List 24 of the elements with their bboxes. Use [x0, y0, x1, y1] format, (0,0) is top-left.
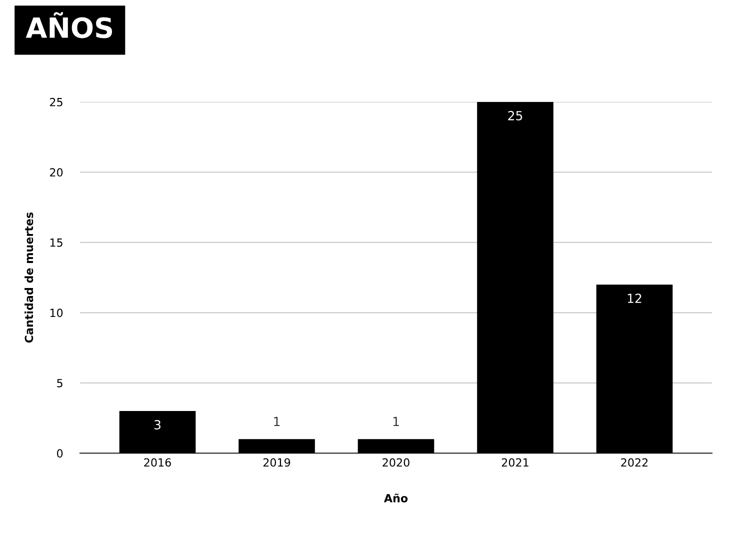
y-tick-label: 10 — [50, 308, 63, 318]
x-axis-title: Año — [384, 494, 408, 502]
data-label: 12 — [628, 294, 642, 303]
x-tick-label: 2021 — [502, 458, 528, 467]
x-tick-label: 2019 — [263, 458, 290, 467]
bar — [596, 284, 673, 454]
data-label: 25 — [508, 110, 522, 120]
x-tick-label: 2016 — [144, 458, 171, 467]
bar — [477, 102, 554, 454]
y-axis-title: Cantidad de muertes — [24, 212, 34, 343]
data-label: 3 — [154, 420, 160, 430]
y-tick-label: 0 — [57, 449, 63, 458]
y-tick-label: 5 — [57, 379, 62, 388]
x-tick-label: 2020 — [382, 458, 410, 467]
y-tick-label: 15 — [50, 238, 62, 247]
bar — [238, 439, 315, 454]
y-tick-label: 20 — [50, 168, 63, 177]
x-tick-label: 2022 — [621, 458, 648, 467]
y-tick-label: 25 — [50, 98, 62, 106]
bar — [119, 411, 196, 454]
data-label: 1 — [274, 416, 280, 426]
data-label: 1 — [393, 416, 399, 426]
bar — [358, 439, 434, 454]
chart-title: AÑOS — [26, 12, 112, 38]
